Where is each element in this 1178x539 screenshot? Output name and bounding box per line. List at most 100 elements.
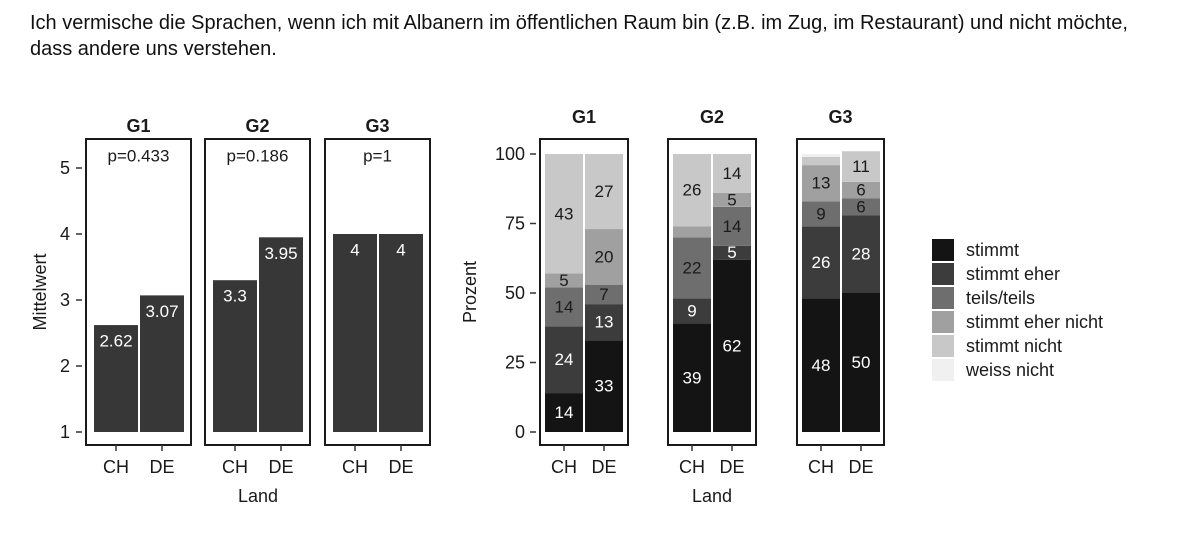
- segment-value-label: 5: [559, 271, 568, 290]
- panel-frame: [204, 138, 311, 446]
- panel-title: G1: [126, 116, 150, 136]
- segment-value-label: 26: [812, 253, 831, 272]
- stack-segment: [713, 206, 751, 246]
- legend-swatch: [932, 239, 954, 261]
- legend-label: stimmt eher: [966, 263, 1061, 284]
- stack-segment: [842, 181, 880, 199]
- legend-item: teils/teils: [932, 286, 1103, 310]
- stack-segment: [802, 226, 840, 299]
- y-tick-label: 75: [505, 214, 525, 234]
- legend-label: weiss nicht: [966, 359, 1055, 380]
- stack-segment: [713, 192, 751, 207]
- legend-item: stimmt eher nicht: [932, 310, 1103, 334]
- panel-title: G2: [700, 107, 724, 127]
- x-tick-label: DE: [268, 457, 293, 477]
- segment-value-label: 26: [683, 181, 702, 200]
- segment-value-label: 50: [852, 353, 871, 372]
- bar-value-label: 3.3: [223, 287, 247, 306]
- segment-value-label: 14: [555, 297, 574, 316]
- legend-label: stimmt nicht: [966, 335, 1063, 356]
- segment-value-label: 27: [595, 182, 614, 201]
- stack-segment: [713, 259, 751, 432]
- stack-segment: [673, 226, 711, 238]
- panel-frame: [667, 138, 757, 446]
- panel-title: G2: [245, 116, 269, 136]
- bar: [213, 280, 257, 432]
- segment-value-label: 39: [683, 368, 702, 387]
- p-value-label: p=0.186: [227, 147, 289, 166]
- panel-title: G1: [572, 107, 596, 127]
- legend-label: stimmt eher nicht: [966, 311, 1104, 332]
- bar-value-label: 3.95: [264, 244, 297, 263]
- x-tick-label: DE: [848, 457, 873, 477]
- y-axis-label-left: Mittelwert: [30, 253, 50, 330]
- panel-title: G3: [365, 116, 389, 136]
- segment-value-label: 11: [852, 157, 870, 176]
- stack-segment: [673, 154, 711, 227]
- x-tick-label: DE: [388, 457, 413, 477]
- segment-value-label: 14: [723, 217, 742, 236]
- segment-value-label: 7: [599, 285, 608, 304]
- legend-label: stimmt: [966, 239, 1019, 260]
- segment-value-label: 14: [723, 164, 742, 183]
- x-tick-label: CH: [808, 457, 834, 477]
- legend: stimmt stimmt eher teils/teils stimmt eher …: [932, 238, 1103, 382]
- bar: [140, 295, 184, 432]
- stack-segment: [713, 245, 751, 260]
- panel-frame: [324, 138, 431, 446]
- stack-segment: [842, 198, 880, 216]
- panel-frame: [85, 138, 192, 446]
- stack-segment: [802, 154, 840, 157]
- stack-segment: [842, 215, 880, 293]
- y-axis-label-right: Prozent: [460, 261, 480, 323]
- y-tick-label: 3: [60, 290, 70, 310]
- segment-value-label: 5: [727, 243, 736, 262]
- x-tick-label: CH: [103, 457, 129, 477]
- y-tick-label: 25: [505, 353, 525, 373]
- legend-swatch: [932, 311, 954, 333]
- x-axis-label-right: Land: [692, 486, 732, 506]
- segment-value-label: 22: [683, 258, 702, 277]
- x-tick-label: DE: [591, 457, 616, 477]
- x-tick-label: CH: [342, 457, 368, 477]
- legend-item: stimmt nicht: [932, 334, 1103, 358]
- stack-segment: [673, 237, 711, 299]
- legend-item: stimmt: [932, 238, 1103, 262]
- y-tick-label: 1: [60, 422, 70, 442]
- legend-item: weiss nicht: [932, 358, 1103, 382]
- x-tick-label: CH: [222, 457, 248, 477]
- bar-value-label: 3.07: [145, 302, 178, 321]
- p-value-label: p=0.433: [108, 147, 170, 166]
- y-tick-label: 5: [60, 158, 70, 178]
- stack-segment: [842, 293, 880, 432]
- stack-segment: [585, 304, 623, 341]
- x-tick-label: CH: [551, 457, 577, 477]
- bar-value-label: 4: [396, 241, 405, 260]
- stack-segment: [713, 154, 751, 193]
- stack-segment: [585, 284, 623, 305]
- segment-value-label: 9: [816, 204, 825, 223]
- stack-segment: [585, 340, 623, 432]
- stack-segment: [802, 201, 840, 227]
- legend-swatch: [932, 335, 954, 357]
- legend-swatch: [932, 287, 954, 309]
- segment-value-label: 6: [856, 181, 865, 200]
- panel-frame: [796, 138, 885, 446]
- y-tick-label: 4: [60, 224, 70, 244]
- legend-label: teils/teils: [966, 287, 1036, 308]
- stack-segment: [673, 323, 711, 432]
- bar-value-label: 2.62: [99, 332, 132, 351]
- segment-value-label: 48: [812, 356, 831, 375]
- stack-segment: [545, 326, 583, 394]
- p-value-label: p=1: [363, 147, 392, 166]
- y-tick-label: 2: [60, 356, 70, 376]
- stack-segment: [545, 287, 583, 327]
- segment-value-label: 9: [687, 302, 696, 321]
- segment-value-label: 6: [856, 197, 865, 216]
- segment-value-label: 24: [555, 350, 574, 369]
- stack-segment: [585, 154, 623, 230]
- bar: [94, 325, 138, 432]
- stack-segment: [545, 393, 583, 432]
- stack-segment: [545, 154, 583, 274]
- stack-segment: [585, 229, 623, 285]
